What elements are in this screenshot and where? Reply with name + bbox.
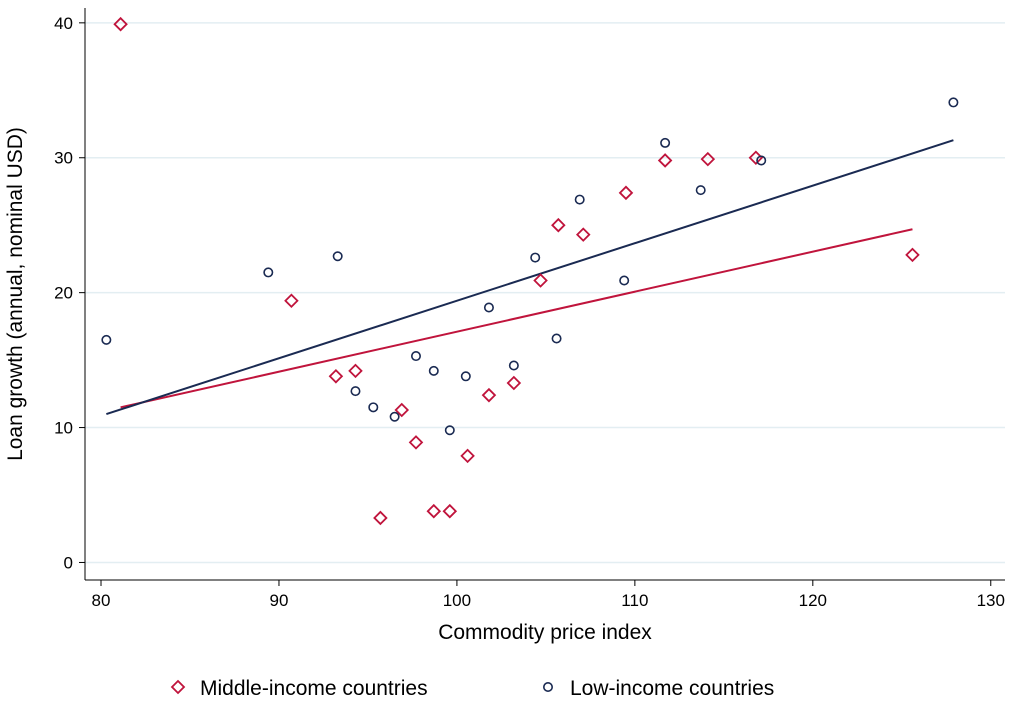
y-axis-label: Loan growth (annual, nominal USD) [4, 127, 27, 461]
point [426, 503, 442, 519]
x-tick-label: 80 [92, 591, 111, 610]
point [101, 334, 112, 345]
point [551, 333, 562, 344]
point [460, 448, 475, 464]
point [481, 387, 497, 403]
y-tick-label: 30 [54, 149, 73, 168]
point [533, 273, 548, 288]
point [332, 251, 343, 262]
point [113, 16, 128, 32]
fit-line [106, 139, 954, 416]
point [368, 402, 379, 413]
x-tick-label: 110 [621, 591, 648, 610]
x-axis-label: Commodity price index [438, 621, 652, 644]
point [551, 217, 566, 233]
x-tick-label: 130 [977, 591, 1005, 610]
point [756, 155, 767, 166]
x-tick-label: 90 [270, 591, 289, 610]
point [508, 360, 519, 371]
legend-marker [542, 681, 553, 692]
point [394, 402, 410, 418]
x-tick-label: 120 [799, 591, 827, 610]
point [660, 137, 671, 148]
point [530, 252, 541, 263]
point [483, 302, 494, 313]
point [408, 435, 424, 450]
point [657, 153, 673, 168]
legend-label: Middle-income countries [200, 677, 428, 700]
fit-line [120, 228, 913, 409]
point [328, 369, 344, 384]
y-tick-label: 40 [54, 14, 73, 33]
y-tick-label: 10 [54, 419, 73, 438]
point [460, 371, 471, 382]
point [389, 411, 400, 422]
y-tick-label: 0 [64, 553, 73, 572]
x-tick-label: 100 [443, 591, 471, 610]
point [619, 275, 630, 286]
point [348, 363, 363, 379]
point [284, 293, 299, 309]
point [410, 351, 421, 362]
y-tick-label: 20 [54, 284, 73, 303]
point [350, 386, 361, 397]
point [948, 97, 959, 108]
point [428, 365, 439, 376]
point [575, 227, 591, 242]
legend-label: Low-income countries [570, 677, 774, 700]
legend-marker [170, 679, 186, 695]
point [444, 425, 455, 436]
point [506, 375, 522, 391]
point [574, 194, 585, 205]
point [695, 185, 706, 196]
point [442, 503, 458, 519]
point [618, 185, 634, 201]
point [700, 151, 716, 167]
point [905, 247, 920, 263]
point [373, 510, 388, 526]
point [263, 267, 274, 278]
